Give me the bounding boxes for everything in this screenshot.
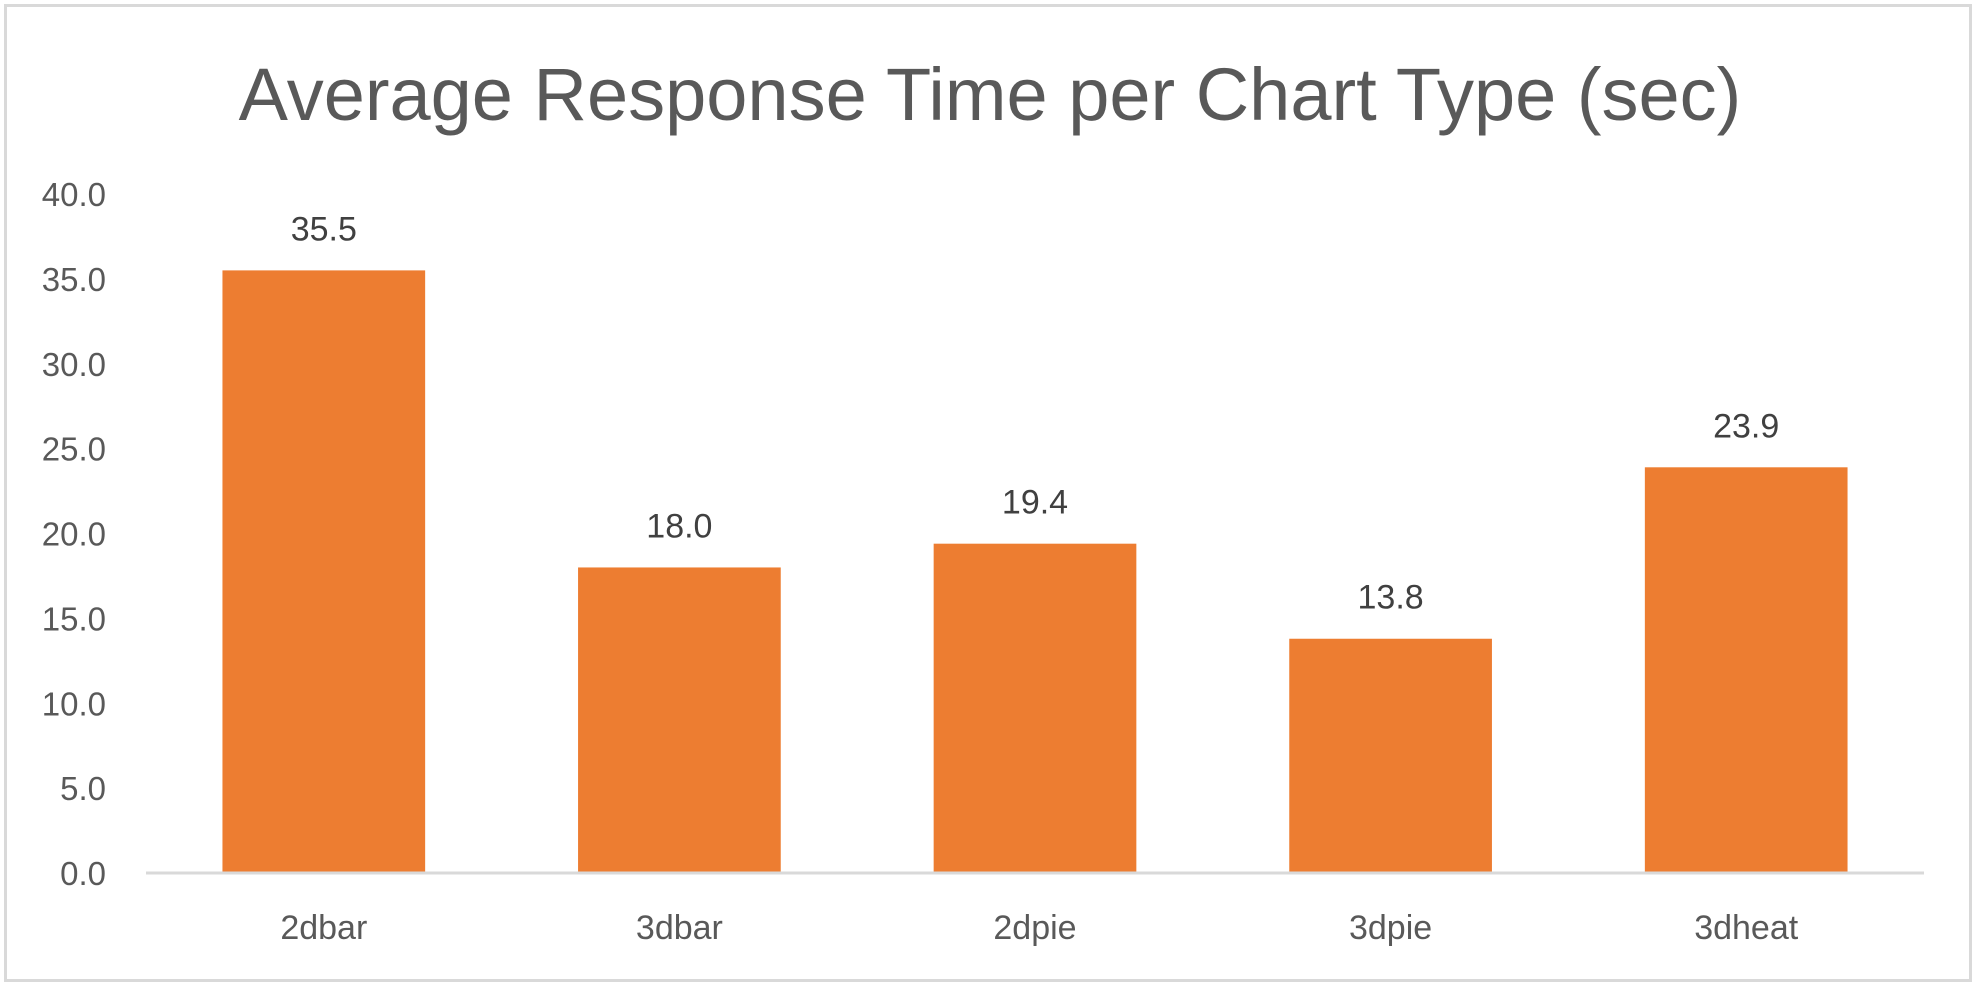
bar-3dpie: [1289, 638, 1492, 873]
y-tick-label: 35.0: [42, 261, 106, 298]
y-tick-label: 0.0: [60, 855, 106, 892]
bar-2dbar: [222, 270, 426, 873]
x-tick-label: 3dheat: [1694, 909, 1799, 947]
data-labels: 35.5 18.0 19.4 13.8 23.9: [291, 210, 1780, 616]
y-tick-label: 25.0: [42, 431, 106, 468]
bars: [222, 270, 1848, 873]
bar-3dbar: [578, 567, 781, 873]
x-tick-label: 3dpie: [1349, 909, 1432, 947]
x-axis: 2dbar 3dbar 2dpie 3dpie 3dheat: [146, 871, 1924, 947]
bar-3dheat: [1644, 467, 1848, 873]
data-label: 23.9: [1713, 407, 1779, 445]
y-tick-label: 10.0: [42, 685, 106, 722]
x-tick-label: 2dpie: [993, 909, 1076, 947]
y-tick-label: 20.0: [42, 516, 106, 553]
chart-title: Average Response Time per Chart Type (se…: [239, 53, 1742, 136]
data-label: 19.4: [1002, 484, 1068, 522]
data-label: 18.0: [646, 507, 712, 545]
y-axis: 0.0 5.0 10.0 15.0 20.0 25.0 30.0 35.0 40.0: [42, 176, 106, 892]
data-label: 35.5: [291, 210, 357, 248]
bar-2dpie: [933, 543, 1137, 873]
y-tick-label: 15.0: [42, 600, 106, 637]
x-tick-label: 2dbar: [280, 909, 367, 947]
y-tick-label: 5.0: [60, 770, 106, 807]
data-label: 13.8: [1358, 579, 1424, 617]
y-tick-label: 40.0: [42, 176, 106, 213]
x-tick-label: 3dbar: [636, 909, 723, 947]
y-tick-label: 30.0: [42, 346, 106, 383]
